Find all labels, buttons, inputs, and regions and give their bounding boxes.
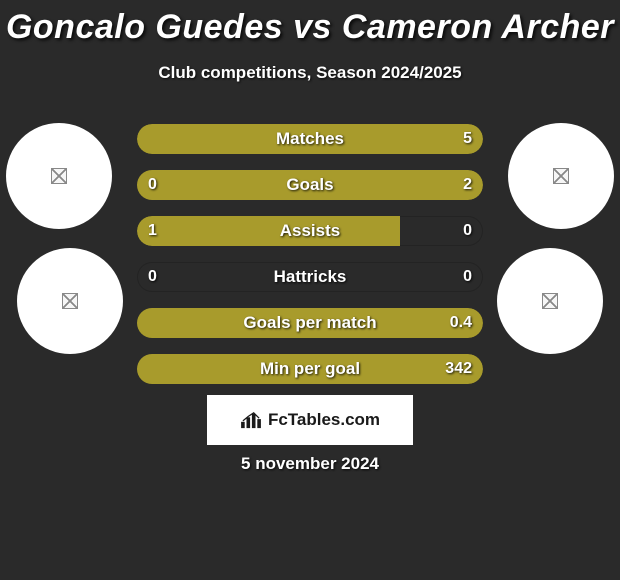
stat-bar: Goals per match0.4 — [137, 308, 483, 338]
page-title: Goncalo Guedes vs Cameron Archer — [0, 0, 620, 47]
stat-bar: Goals02 — [137, 170, 483, 200]
broken-image-icon — [51, 168, 67, 184]
stats-bars: Matches5Goals02Assists10Hattricks00Goals… — [137, 124, 483, 400]
subtitle: Club competitions, Season 2024/2025 — [0, 63, 620, 83]
player2-avatar-top — [508, 123, 614, 229]
stat-bar: Matches5 — [137, 124, 483, 154]
player1-avatar-bottom — [17, 248, 123, 354]
stat-bar-fill-right — [137, 308, 483, 338]
fctables-logo-icon — [240, 411, 262, 429]
attribution-badge: FcTables.com — [207, 395, 413, 445]
stat-bar: Min per goal342 — [137, 354, 483, 384]
stat-bar: Assists10 — [137, 216, 483, 246]
attribution-text: FcTables.com — [268, 410, 380, 430]
footer-date: 5 november 2024 — [0, 454, 620, 474]
player1-avatar-top — [6, 123, 112, 229]
stat-bar-fill-left — [137, 124, 289, 154]
broken-image-icon — [542, 293, 558, 309]
stat-bar-fill-right — [137, 170, 483, 200]
stat-value-left: 0 — [148, 262, 157, 292]
stat-value-right: 0 — [463, 262, 472, 292]
broken-image-icon — [62, 293, 78, 309]
broken-image-icon — [553, 168, 569, 184]
stat-bar-fill-left — [137, 216, 400, 246]
stat-bar-fill-right — [289, 124, 483, 154]
stat-label: Hattricks — [137, 262, 483, 292]
stat-value-right: 0 — [463, 216, 472, 246]
player2-avatar-bottom — [497, 248, 603, 354]
stat-bar-fill-right — [137, 354, 483, 384]
stat-bar: Hattricks0 0 — [137, 262, 483, 292]
